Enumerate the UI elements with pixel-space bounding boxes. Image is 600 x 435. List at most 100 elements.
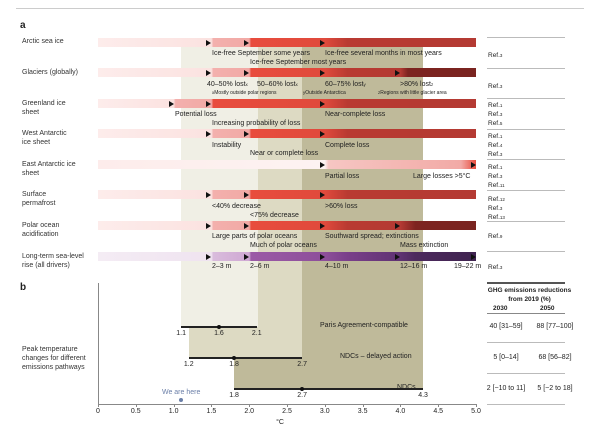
divider bbox=[487, 251, 565, 252]
annotation: <75% decrease bbox=[250, 212, 299, 219]
row-label: Arctic sea ice bbox=[22, 38, 64, 45]
annotation: 40–50% lostx bbox=[207, 81, 248, 88]
reference: Ref.13 bbox=[488, 214, 505, 221]
x-tick bbox=[362, 404, 364, 407]
row-label: East Antarctic ice sheet bbox=[22, 161, 76, 177]
threshold-marker bbox=[319, 130, 325, 137]
annotation: Mass extinction bbox=[400, 242, 449, 249]
median-dot bbox=[216, 325, 221, 329]
reference: Ref.1 bbox=[488, 133, 503, 140]
annotation: >80% lostz bbox=[400, 81, 434, 88]
reference: Ref.3 bbox=[488, 83, 503, 90]
range-value-label: 2.7 bbox=[297, 392, 307, 399]
divider bbox=[487, 98, 565, 99]
median-dot bbox=[232, 356, 237, 360]
annotation: 19–22 m bbox=[454, 263, 482, 270]
x-tick bbox=[98, 404, 99, 407]
table-top-rule bbox=[487, 282, 565, 284]
reference: Ref.5 bbox=[488, 120, 503, 127]
annotation: Near or complete loss bbox=[250, 150, 319, 157]
divider bbox=[487, 221, 565, 222]
bar-sea-level bbox=[98, 252, 476, 261]
threshold-marker bbox=[244, 191, 250, 198]
threshold-marker bbox=[319, 100, 325, 107]
reference: Ref.3 bbox=[488, 111, 503, 118]
annotation: 50–60% lostx bbox=[257, 81, 298, 88]
x-axis-label: °C bbox=[276, 419, 284, 426]
annotation: Instability bbox=[212, 142, 242, 149]
pathway-label: Paris Agreement-compatible bbox=[320, 322, 408, 329]
annotation: 12–16 m bbox=[400, 263, 428, 270]
annotation: 4–10 m bbox=[325, 263, 349, 270]
threshold-marker bbox=[244, 253, 250, 260]
bar-west-antarctic bbox=[98, 129, 476, 138]
divider bbox=[487, 129, 565, 130]
x-tick-label: 1.0 bbox=[168, 408, 179, 415]
divider bbox=[487, 37, 565, 38]
bar-ocean-acidification bbox=[98, 221, 476, 230]
divider bbox=[487, 68, 565, 69]
annotation: Near-complete loss bbox=[325, 111, 386, 118]
range-value-label: 1.8 bbox=[229, 361, 239, 368]
table-cell: 40 [31–59] bbox=[489, 323, 523, 330]
x-tick-label: 0 bbox=[96, 408, 100, 415]
annotation: 2–6 m bbox=[250, 263, 270, 270]
footnote: yOutside Antarctica bbox=[303, 90, 346, 96]
bar-permafrost bbox=[98, 190, 476, 199]
range-bar bbox=[234, 388, 424, 390]
reference: Ref.3 bbox=[488, 264, 503, 271]
current-label: We are here bbox=[161, 389, 201, 396]
column-header: 2050 bbox=[540, 305, 555, 312]
x-tick bbox=[324, 404, 326, 407]
threshold-marker bbox=[319, 69, 325, 76]
row-label: Greenland ice sheet bbox=[22, 100, 66, 116]
reference: Ref.3 bbox=[488, 52, 503, 59]
range-value-label: 1.8 bbox=[229, 392, 239, 399]
x-tick bbox=[135, 404, 137, 407]
x-tick-label: 1.5 bbox=[206, 408, 217, 415]
bar-east-antarctic bbox=[98, 160, 476, 169]
threshold-marker bbox=[319, 191, 325, 198]
table-cell: 5 [0–14] bbox=[493, 354, 519, 361]
reference: Ref.3 bbox=[488, 151, 503, 158]
table-divider bbox=[487, 342, 565, 343]
threshold-marker bbox=[206, 39, 212, 46]
panel-a-label: a bbox=[20, 20, 26, 31]
x-tick-label: 3.5 bbox=[357, 408, 368, 415]
annotation: Southward spread; extinctions bbox=[325, 233, 419, 240]
x-tick-label: 4.0 bbox=[395, 408, 406, 415]
threshold-marker bbox=[319, 39, 325, 46]
annotation: 2–3 m bbox=[212, 263, 232, 270]
bar-glaciers bbox=[98, 68, 476, 77]
annotation: Partial loss bbox=[325, 173, 360, 180]
divider bbox=[487, 313, 565, 314]
pathway-label: NDCs bbox=[397, 384, 416, 391]
table-cell: 68 [56–82] bbox=[538, 354, 572, 361]
footnote: xMostly outside polar regions bbox=[212, 90, 277, 96]
range-value-label: 1.2 bbox=[183, 361, 194, 368]
x-tick-label: 0.5 bbox=[130, 408, 141, 415]
current-dot bbox=[179, 398, 184, 402]
threshold-marker bbox=[471, 161, 476, 168]
x-tick bbox=[476, 404, 477, 407]
reference: Ref.11 bbox=[488, 182, 505, 189]
table-title: GHG emissions reductions from 2019 (%) bbox=[487, 287, 572, 303]
threshold-marker bbox=[206, 222, 212, 229]
threshold-marker bbox=[319, 253, 325, 260]
threshold-marker bbox=[395, 253, 401, 260]
threshold-marker bbox=[244, 39, 250, 46]
annotation: Much of polar oceans bbox=[250, 242, 317, 249]
top-rule bbox=[16, 8, 584, 9]
bar-greenland bbox=[98, 99, 476, 108]
annotation: Large losses >5°C bbox=[413, 173, 471, 180]
x-tick bbox=[438, 404, 440, 407]
x-tick bbox=[400, 404, 402, 407]
annotation: 60–75% losty bbox=[325, 81, 366, 88]
annotation: Potential loss bbox=[175, 111, 217, 118]
table-cell: 2 [−10 to 11] bbox=[486, 385, 526, 392]
x-tick-label: 5.0 bbox=[471, 408, 481, 415]
panel-b-label: b bbox=[20, 282, 27, 293]
table-cell: 88 [77–100] bbox=[536, 323, 574, 330]
x-tick bbox=[211, 404, 213, 407]
range-value-label: 1.1 bbox=[176, 330, 187, 337]
